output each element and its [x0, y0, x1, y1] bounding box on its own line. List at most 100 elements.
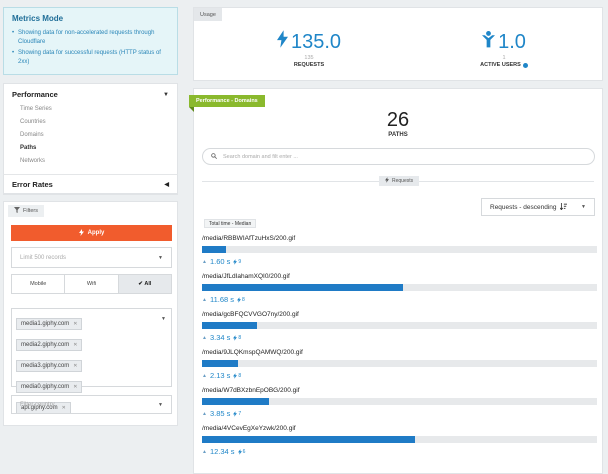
bar-track — [202, 398, 597, 405]
usage-card: Usage 135.0 135 REQUESTS 1.0 1 ACTIVE US… — [193, 7, 603, 81]
path-label[interactable]: /media/9JLQKmspQAMWQ/200.gif — [202, 349, 303, 356]
users-sub: 1 — [502, 55, 506, 61]
path-row[interactable]: /media/RBBWIAfTzuHxS/200.gif ▲ 1.60 s 9 — [202, 234, 597, 272]
caret-down-icon: ▼ — [161, 316, 166, 322]
apply-button[interactable]: Apply — [11, 225, 172, 241]
country-placeholder: Filter country — [20, 401, 55, 408]
country-select[interactable]: Filter country ▼ — [11, 395, 172, 414]
search-input[interactable]: Search domain and filt enter ... — [202, 148, 595, 165]
path-label[interactable]: /media/W7dBXzbnEpOBG/200.gif — [202, 387, 300, 394]
host-tag: media2.giphy.com ✕ — [16, 339, 83, 351]
requests-sub: 135 — [304, 55, 314, 61]
row-count: 8 — [233, 335, 241, 341]
row-meta: ▲ 12.34 s 6 — [202, 447, 597, 456]
requests-stat: 135.0 135 REQUESTS — [254, 30, 364, 68]
paths-count: 26 — [386, 109, 410, 131]
triangle-up-icon: ▲ — [202, 448, 207, 455]
row-time: 12.34 s — [209, 447, 235, 456]
host-tag-label: media2.giphy.com — [21, 342, 70, 348]
host-tag-label: media3.giphy.com — [21, 363, 70, 369]
metrics-mode-box: Metrics Mode Showing data for non-accele… — [3, 7, 178, 75]
device-option-all[interactable]: ✔ All — [118, 275, 171, 293]
bolt-icon — [233, 334, 238, 341]
row-count-value: 8 — [238, 334, 242, 341]
nav-item-paths[interactable]: Paths — [20, 145, 37, 151]
requests-value: 135.0 — [290, 30, 342, 53]
host-tag: media1.giphy.com ✕ — [16, 318, 83, 330]
bolt-icon — [233, 258, 238, 265]
bar-track — [202, 246, 597, 253]
row-meta: ▲ 3.85 s 7 — [202, 409, 597, 418]
caret-down-icon: ▼ — [581, 204, 586, 210]
row-meta: ▲ 2.13 s 8 — [202, 371, 597, 380]
performance-card: Performance - Domains 26 PATHS Search do… — [189, 88, 603, 474]
metrics-mode-item: Showing data for successful requests (HT… — [12, 49, 169, 67]
usage-tab: Usage — [194, 8, 222, 21]
close-icon[interactable]: ✕ — [61, 405, 66, 411]
chevron-left-icon[interactable]: ◀ — [164, 181, 169, 188]
row-time: 2.13 s — [209, 371, 231, 380]
row-count-value: 8 — [242, 296, 245, 303]
users-value: 1.0 — [498, 30, 526, 53]
close-icon[interactable]: ✕ — [73, 321, 78, 327]
paths-list: /media/RBBWIAfTzuHxS/200.gif ▲ 1.60 s 9/med… — [202, 234, 597, 462]
performance-tab: Performance - Domains — [189, 95, 265, 107]
close-icon[interactable]: ✕ — [73, 384, 78, 390]
row-count: 8 — [237, 297, 245, 303]
path-row[interactable]: /media/JfLdIahamXQI0/200.gif ▲ 11.68 s 8 — [202, 272, 597, 310]
chevron-down-icon[interactable]: ▼ — [163, 91, 169, 98]
triangle-up-icon: ▲ — [202, 296, 207, 303]
nav-item-countries[interactable]: Countries — [20, 119, 46, 125]
bolt-icon — [237, 448, 242, 455]
performance-label: Performance — [12, 90, 58, 99]
path-label[interactable]: /media/gcBFQCVVGO7ny/200.gif — [202, 311, 299, 318]
error-rates-label: Error Rates — [12, 179, 53, 189]
sort-label: Requests - descending — [490, 203, 557, 211]
path-row[interactable]: /media/4VCevEgXeYzwk/200.gif ▲ 12.34 s 6 — [202, 424, 597, 462]
device-option-mobile[interactable]: Mobile — [12, 275, 66, 293]
nav-item-domains[interactable]: Domains — [20, 132, 44, 138]
limit-select[interactable]: Limit 500 records ▼ — [11, 247, 172, 268]
bar-fill — [202, 398, 270, 405]
path-label[interactable]: /media/RBBWIAfTzuHxS/200.gif — [202, 235, 296, 242]
close-icon[interactable]: ✕ — [73, 363, 78, 369]
row-meta: ▲ 3.34 s 8 — [202, 333, 597, 342]
sort-select[interactable]: Requests - descending ▼ — [481, 198, 595, 216]
bar-track — [202, 360, 597, 367]
filters-tab[interactable]: Filters — [8, 205, 44, 217]
bolt-icon — [237, 296, 241, 303]
host-tag: media3.giphy.com ✕ — [16, 360, 83, 372]
hosts-multiselect[interactable]: ▼ media1.giphy.com ✕ media2.giphy.com ✕ me… — [11, 308, 172, 414]
close-icon[interactable]: ✕ — [73, 342, 78, 348]
row-count-value: 9 — [238, 258, 242, 265]
row-meta: ▲ 1.60 s 9 — [202, 257, 597, 266]
path-label[interactable]: /media/4VCevEgXeYzwk/200.gif — [202, 425, 296, 432]
path-row[interactable]: /media/9JLQKmspQAMWQ/200.gif ▲ 2.13 s 8 — [202, 348, 597, 386]
bar-fill — [202, 436, 416, 443]
user-icon — [482, 30, 496, 54]
tab-fold — [189, 107, 194, 112]
nav-item-time-series[interactable]: Time Series — [20, 106, 52, 112]
bar-track — [202, 284, 597, 291]
row-count: 6 — [237, 448, 245, 455]
performance-header[interactable]: Performance ▼ — [4, 84, 177, 101]
filters-tab-label: Filters — [23, 208, 38, 214]
path-label[interactable]: /media/JfLdIahamXQI0/200.gif — [202, 273, 290, 280]
triangle-up-icon: ▲ — [202, 372, 207, 379]
triangle-up-icon: ▲ — [202, 334, 207, 341]
info-icon[interactable] — [522, 62, 528, 68]
device-option-wifi[interactable]: Wifi — [65, 275, 119, 293]
triangle-up-icon: ▲ — [202, 410, 207, 417]
host-tag-label: media1.giphy.com — [21, 321, 70, 327]
path-row[interactable]: /media/gcBFQCVVGO7ny/200.gif ▲ 3.34 s 8 — [202, 310, 597, 348]
row-count-value: 7 — [238, 410, 242, 417]
error-rates-header[interactable]: Error Rates ◀ — [3, 174, 178, 194]
active-users-stat: 1.0 1 ACTIVE USERS — [449, 30, 559, 68]
requests-pill[interactable]: Requests — [379, 176, 420, 186]
device-filter: Mobile Wifi ✔ All — [11, 274, 172, 294]
path-row[interactable]: /media/W7dBXzbnEpOBG/200.gif ▲ 3.85 s 7 — [202, 386, 597, 424]
nav-item-networks[interactable]: Networks — [20, 158, 46, 164]
row-count-value: 8 — [238, 372, 242, 379]
sort-icon — [559, 202, 567, 212]
requests-label: REQUESTS — [293, 62, 325, 68]
